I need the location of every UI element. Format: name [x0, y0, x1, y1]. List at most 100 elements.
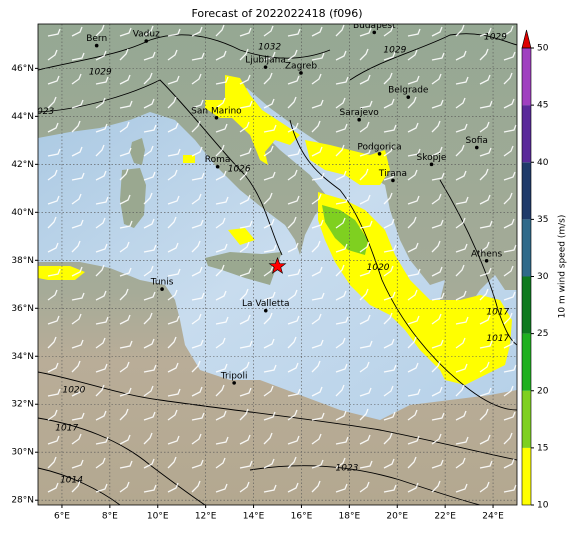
isobar — [349, 33, 517, 81]
y-tick-label: 30°N — [11, 448, 34, 458]
wind-barb — [143, 312, 153, 325]
wind-barb — [143, 411, 156, 421]
city-label: Zagreb — [285, 61, 317, 71]
wind-barb — [431, 266, 443, 277]
wind-barb — [359, 220, 373, 229]
wind-barb — [287, 482, 299, 493]
wind-barb — [455, 24, 465, 37]
wind-barb — [47, 315, 60, 325]
wind-barb — [167, 315, 180, 325]
wind-barb — [143, 364, 157, 373]
wind-barb — [503, 411, 516, 421]
x-tick-label: 14°E — [243, 512, 265, 522]
wind-barb — [407, 388, 421, 397]
wind-barb — [95, 384, 105, 397]
wind-barb — [167, 268, 181, 277]
wind-barb — [263, 385, 274, 397]
map-area: 1029 1032 1029 1029 1026 1023 1020 1017 1017 1020… — [38, 24, 517, 505]
wind-barb — [383, 124, 397, 133]
wind-barb — [359, 194, 371, 205]
wind-barb — [479, 460, 493, 469]
wind-barb — [431, 360, 441, 373]
wind-barb — [143, 145, 154, 157]
wind-barb — [215, 264, 225, 277]
wind-barb — [119, 74, 131, 85]
wind-barb — [239, 147, 252, 157]
wind-barb — [47, 28, 61, 37]
wind-barb — [95, 243, 108, 253]
wind-barb — [263, 171, 276, 181]
wind-barb — [215, 196, 229, 205]
city-label: Tripoli — [220, 371, 248, 381]
wind-barb — [263, 192, 273, 205]
city-label: La Valletta — [242, 299, 289, 309]
wind-barb — [143, 171, 156, 181]
colorbar-band — [522, 105, 531, 163]
wind-barb — [263, 338, 275, 349]
isobar-label: 1026 — [228, 165, 251, 175]
wind-barb — [143, 218, 155, 229]
wind-barb — [215, 457, 226, 469]
wind-barb — [239, 460, 253, 469]
wind-barbs — [47, 24, 517, 493]
wind-barb — [431, 313, 442, 325]
wind-barb — [47, 456, 57, 469]
city-dot — [215, 164, 220, 169]
wind-barb — [407, 409, 418, 421]
wind-barb — [263, 312, 273, 325]
wind-barb — [383, 364, 397, 373]
wind-barb — [503, 124, 517, 133]
wind-barb — [383, 291, 396, 301]
city-dot — [484, 258, 489, 263]
wind-barb — [47, 75, 60, 85]
isobar-label: 1029 — [383, 45, 406, 55]
wind-barb — [383, 145, 394, 157]
wind-barb — [167, 242, 179, 253]
wind-barb — [359, 241, 370, 253]
wind-area — [38, 266, 85, 280]
wind-area — [205, 75, 300, 165]
city-dot — [372, 30, 377, 35]
city-dot — [391, 178, 395, 183]
wind-barb — [383, 51, 396, 61]
wind-barb — [311, 292, 325, 301]
wind-barb — [47, 289, 58, 301]
wind-barb — [335, 50, 347, 61]
wind-barb — [287, 28, 301, 37]
wind-barb — [287, 75, 300, 85]
wind-barb — [455, 316, 469, 325]
y-tick-label: 34°N — [11, 352, 34, 362]
map-frame — [37, 23, 518, 506]
wind-barb — [431, 433, 442, 445]
wind-barb — [95, 24, 105, 37]
city-dot — [263, 65, 268, 69]
wind-barb — [479, 408, 489, 421]
wind-barb — [167, 456, 177, 469]
wind-barb — [407, 49, 418, 61]
wind-barb — [311, 459, 324, 469]
wind-barb — [503, 265, 514, 277]
isobar — [38, 467, 121, 505]
wind-barb — [215, 243, 228, 253]
wind-barb — [239, 314, 251, 325]
wind-barb — [215, 410, 227, 421]
wind-barb — [311, 240, 321, 253]
wind-barb — [239, 121, 250, 133]
wind-barb — [431, 240, 441, 253]
wind-barb — [455, 363, 468, 373]
wind-barb — [407, 96, 417, 109]
wind-barb — [431, 26, 443, 37]
wind-barb — [479, 314, 491, 325]
wind-barb — [263, 432, 273, 445]
wind-barb — [191, 99, 204, 109]
wind-barb — [239, 27, 252, 37]
wind-barb — [167, 216, 177, 229]
wind-barb — [191, 433, 202, 445]
wind-barb — [479, 48, 489, 61]
wind-barb — [263, 145, 274, 157]
wind-barb — [167, 28, 181, 37]
wind-barb — [119, 100, 133, 109]
grid — [38, 24, 517, 505]
wind-barb — [191, 292, 205, 301]
wind-barb — [287, 148, 301, 157]
